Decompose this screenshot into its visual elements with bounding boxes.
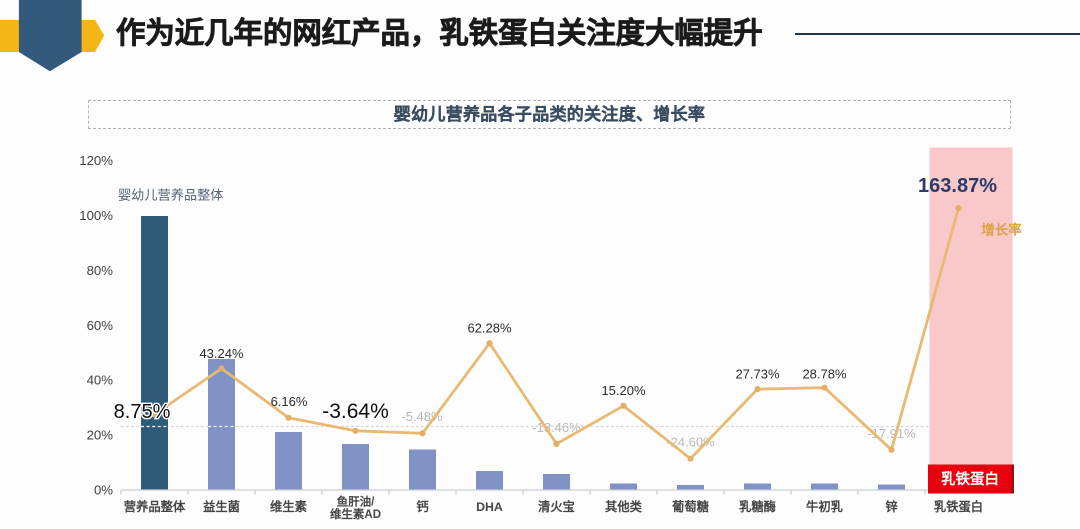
svg-text:鱼肝油/: 鱼肝油/ bbox=[337, 495, 375, 509]
svg-text:DHA: DHA bbox=[476, 500, 503, 514]
svg-text:其他类: 其他类 bbox=[605, 499, 643, 514]
svg-text:6.16%: 6.16% bbox=[271, 394, 308, 409]
svg-text:锌: 锌 bbox=[885, 499, 898, 514]
svg-text:营养品整体: 营养品整体 bbox=[124, 499, 186, 514]
svg-text:清火宝: 清火宝 bbox=[538, 499, 575, 514]
svg-text:-3.64%: -3.64% bbox=[322, 400, 389, 423]
svg-text:维生素AD: 维生素AD bbox=[330, 507, 381, 521]
svg-text:120%: 120% bbox=[79, 153, 113, 168]
svg-text:钙: 钙 bbox=[416, 499, 429, 514]
svg-text:0%: 0% bbox=[94, 483, 113, 498]
svg-text:62.28%: 62.28% bbox=[467, 321, 512, 336]
svg-text:40%: 40% bbox=[87, 373, 114, 388]
svg-text:60%: 60% bbox=[87, 318, 114, 333]
svg-text:43.24%: 43.24% bbox=[199, 346, 244, 361]
svg-text:乳铁蛋白: 乳铁蛋白 bbox=[934, 499, 983, 514]
svg-text:乳糖酶: 乳糖酶 bbox=[739, 499, 776, 514]
svg-text:163.87%: 163.87% bbox=[918, 175, 997, 197]
svg-text:8.75%: 8.75% bbox=[114, 401, 171, 423]
svg-text:-5.48%: -5.48% bbox=[401, 409, 443, 424]
svg-text:15.20%: 15.20% bbox=[601, 383, 646, 398]
svg-text:增长率: 增长率 bbox=[981, 222, 1022, 238]
svg-text:80%: 80% bbox=[87, 263, 114, 278]
svg-text:葡萄糖: 葡萄糖 bbox=[671, 499, 710, 514]
svg-text:20%: 20% bbox=[87, 428, 114, 443]
svg-text:牛初乳: 牛初乳 bbox=[806, 499, 844, 514]
svg-text:益生菌: 益生菌 bbox=[203, 499, 240, 514]
svg-text:27.73%: 27.73% bbox=[735, 367, 780, 382]
svg-text:乳铁蛋白: 乳铁蛋白 bbox=[941, 470, 999, 488]
svg-text:100%: 100% bbox=[79, 208, 113, 223]
svg-text:维生素: 维生素 bbox=[270, 499, 307, 514]
svg-text:28.78%: 28.78% bbox=[802, 367, 847, 382]
svg-text:婴幼儿营养品整体: 婴幼儿营养品整体 bbox=[118, 188, 224, 203]
